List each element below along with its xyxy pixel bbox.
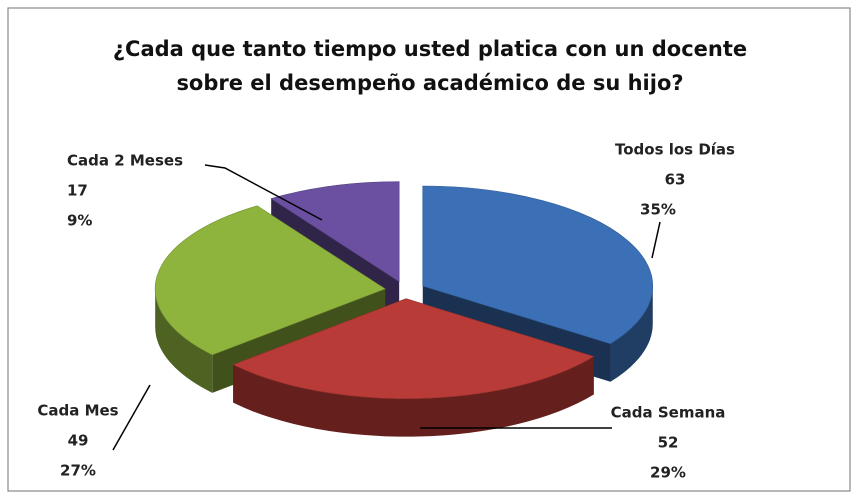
data-label: Cada Mes [37,402,118,420]
data-label: 35% [640,201,676,219]
data-label: Cada Semana [611,404,726,422]
data-label: 63 [665,171,686,189]
slice [232,298,595,399]
chart-title: sobre el desempeño académico de su hijo? [176,71,683,95]
data-label: 29% [650,464,686,482]
leader-line [112,384,151,451]
chart-title: ¿Cada que tanto tiempo usted platica con… [113,37,747,61]
slice-side [233,356,594,437]
slice-side [610,286,653,382]
data-label: 27% [60,462,96,480]
data-label: Cada 2 Meses [67,152,183,170]
pie [154,181,654,437]
slice [154,205,386,356]
slice [422,185,654,345]
data-label: 9% [67,212,92,230]
labels: Todos los Días 63 35% Cada Semana 52 29% Cada … [37,141,735,482]
data-label: 52 [658,434,679,452]
slice [270,181,400,283]
data-label: 17 [67,182,88,200]
data-label: Todos los Días [615,141,735,159]
leader-line [651,221,661,259]
data-label: 49 [68,432,89,450]
slice-side [155,288,213,393]
leader-line [204,164,323,221]
